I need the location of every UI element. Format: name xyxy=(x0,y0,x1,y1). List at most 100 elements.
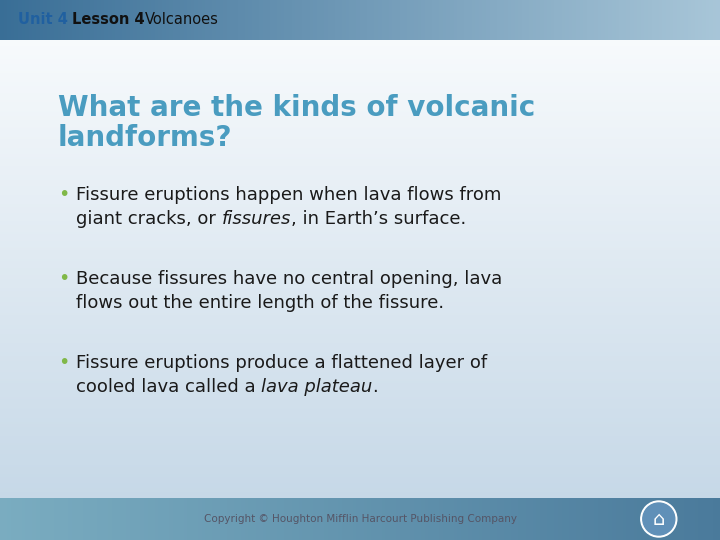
Bar xyxy=(72,0,76,40)
Bar xyxy=(0,442,720,444)
Bar xyxy=(0,415,720,417)
Bar xyxy=(371,0,375,40)
Bar xyxy=(58,498,62,540)
Bar xyxy=(0,48,720,51)
Bar xyxy=(551,498,555,540)
Bar xyxy=(295,498,300,540)
Bar xyxy=(302,0,307,40)
Bar xyxy=(540,0,544,40)
Bar xyxy=(608,498,613,540)
Bar xyxy=(151,0,156,40)
Bar xyxy=(112,0,116,40)
Bar xyxy=(648,0,652,40)
Bar xyxy=(284,0,289,40)
Bar xyxy=(104,0,109,40)
Bar xyxy=(0,248,720,251)
Bar xyxy=(0,161,720,164)
Bar xyxy=(205,498,210,540)
Bar xyxy=(0,268,720,271)
Bar xyxy=(439,498,444,540)
Bar xyxy=(529,498,534,540)
Bar xyxy=(0,481,720,484)
Bar xyxy=(238,0,242,40)
Bar xyxy=(0,118,720,120)
Bar xyxy=(0,390,720,393)
Text: Because fissures have no central opening, lava: Because fissures have no central opening… xyxy=(76,270,503,288)
Bar xyxy=(198,498,202,540)
Bar xyxy=(68,0,73,40)
Bar xyxy=(0,245,720,247)
Bar xyxy=(338,498,343,540)
Bar xyxy=(263,0,267,40)
Bar xyxy=(407,0,411,40)
Bar xyxy=(0,395,720,398)
Bar xyxy=(378,0,382,40)
Bar xyxy=(392,0,397,40)
Bar xyxy=(522,0,526,40)
Bar xyxy=(0,323,720,326)
Bar xyxy=(706,498,710,540)
Bar xyxy=(202,0,206,40)
Bar xyxy=(0,347,720,349)
Bar xyxy=(0,177,720,179)
Text: Fissure eruptions produce a flattened layer of: Fissure eruptions produce a flattened la… xyxy=(76,354,487,372)
Bar xyxy=(0,426,720,428)
Bar xyxy=(518,498,523,540)
Bar xyxy=(266,498,271,540)
Bar xyxy=(0,221,720,224)
Bar xyxy=(666,0,670,40)
Bar xyxy=(709,498,714,540)
Bar xyxy=(0,171,720,174)
Bar xyxy=(0,68,720,70)
Bar xyxy=(0,255,720,258)
Bar xyxy=(0,476,720,478)
Bar xyxy=(0,254,720,256)
Bar xyxy=(0,64,720,67)
Bar xyxy=(194,0,199,40)
Bar xyxy=(486,0,490,40)
Bar xyxy=(230,498,235,540)
Bar xyxy=(299,0,303,40)
Bar xyxy=(0,39,720,42)
Bar xyxy=(0,400,720,403)
Bar xyxy=(0,318,720,321)
Bar xyxy=(385,498,390,540)
Bar xyxy=(0,213,720,215)
Bar xyxy=(191,498,195,540)
Bar xyxy=(0,413,720,416)
Bar xyxy=(54,0,58,40)
Bar xyxy=(0,114,720,117)
Bar xyxy=(0,436,720,439)
Bar xyxy=(252,498,256,540)
Text: flows out the entire length of the fissure.: flows out the entire length of the fissu… xyxy=(76,294,444,312)
Bar xyxy=(680,0,685,40)
Bar xyxy=(90,498,94,540)
Bar xyxy=(0,166,720,169)
Bar xyxy=(36,0,40,40)
Bar xyxy=(554,498,559,540)
Bar xyxy=(0,333,720,335)
Bar xyxy=(346,0,350,40)
Bar xyxy=(673,0,678,40)
Text: Unit 4: Unit 4 xyxy=(18,12,68,28)
Bar xyxy=(0,231,720,233)
Bar xyxy=(0,393,720,396)
Bar xyxy=(0,60,720,63)
Bar xyxy=(0,57,720,60)
Bar xyxy=(0,137,720,140)
Bar xyxy=(324,0,328,40)
Bar xyxy=(0,239,720,242)
Bar xyxy=(0,284,720,287)
Bar xyxy=(0,309,720,312)
Bar xyxy=(0,182,720,185)
Bar xyxy=(187,498,192,540)
Bar xyxy=(169,498,174,540)
Bar xyxy=(0,103,720,106)
Bar xyxy=(0,168,720,171)
Bar xyxy=(425,498,429,540)
Bar xyxy=(612,0,616,40)
Bar xyxy=(0,130,720,133)
Bar xyxy=(691,0,696,40)
Bar xyxy=(688,498,692,540)
Bar xyxy=(583,498,588,540)
